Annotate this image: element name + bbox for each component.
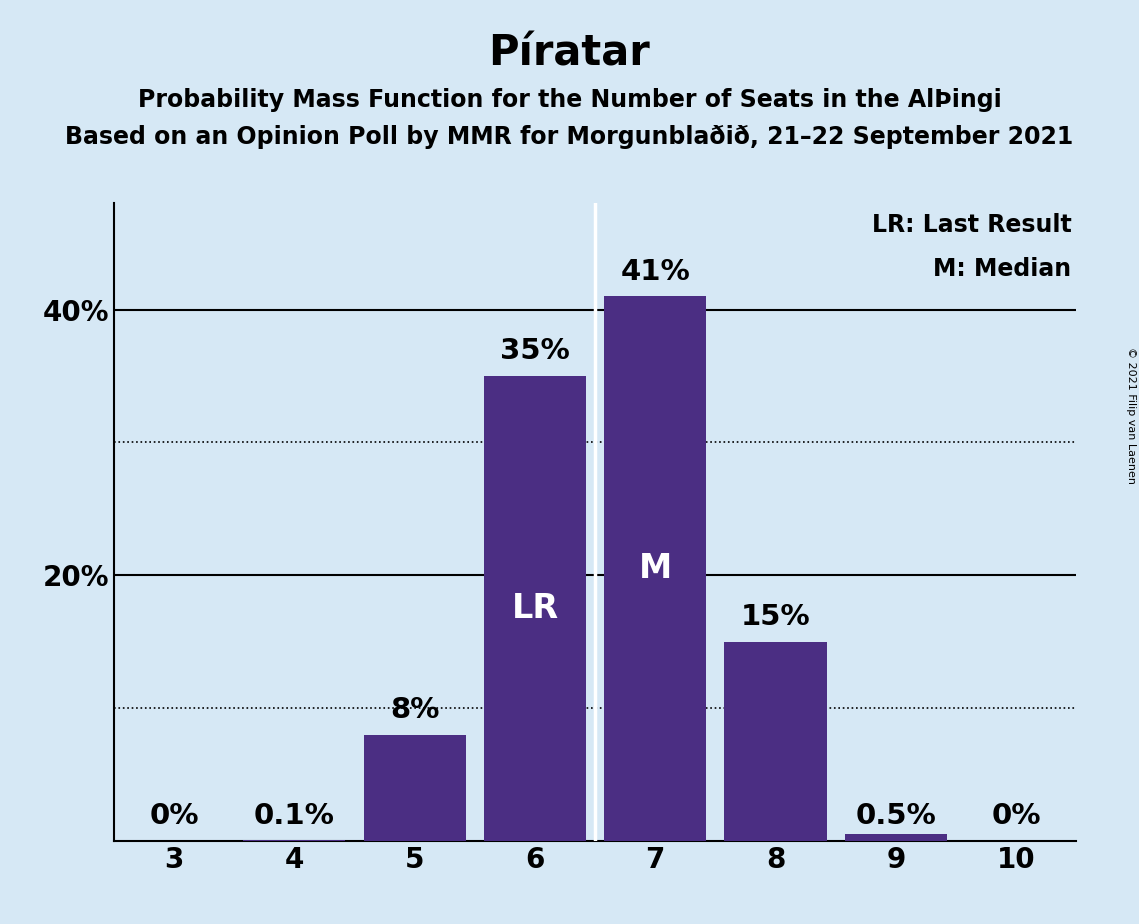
Text: Probability Mass Function for the Number of Seats in the AlÞingi: Probability Mass Function for the Number… (138, 88, 1001, 112)
Bar (244, 840, 345, 841)
Text: 41%: 41% (621, 258, 690, 286)
Text: 0.1%: 0.1% (254, 802, 335, 831)
Text: LR: LR (511, 592, 558, 625)
Text: Based on an Opinion Poll by MMR for Morgunblaðið, 21–22 September 2021: Based on an Opinion Poll by MMR for Morg… (65, 125, 1074, 149)
Bar (724, 641, 827, 841)
Text: LR: Last Result: LR: Last Result (871, 213, 1072, 237)
Text: 0.5%: 0.5% (855, 802, 936, 831)
Text: 15%: 15% (740, 603, 811, 631)
Text: 8%: 8% (390, 696, 440, 724)
Text: 0%: 0% (991, 802, 1041, 831)
Bar (363, 735, 466, 841)
Text: M: M (639, 552, 672, 585)
Text: 0%: 0% (149, 802, 199, 831)
Text: M: Median: M: Median (934, 258, 1072, 282)
Bar (845, 834, 947, 841)
Text: © 2021 Filip van Laenen: © 2021 Filip van Laenen (1126, 347, 1136, 484)
Text: Píratar: Píratar (489, 32, 650, 74)
Bar (604, 297, 706, 841)
Text: 35%: 35% (500, 337, 570, 365)
Bar (484, 376, 587, 841)
